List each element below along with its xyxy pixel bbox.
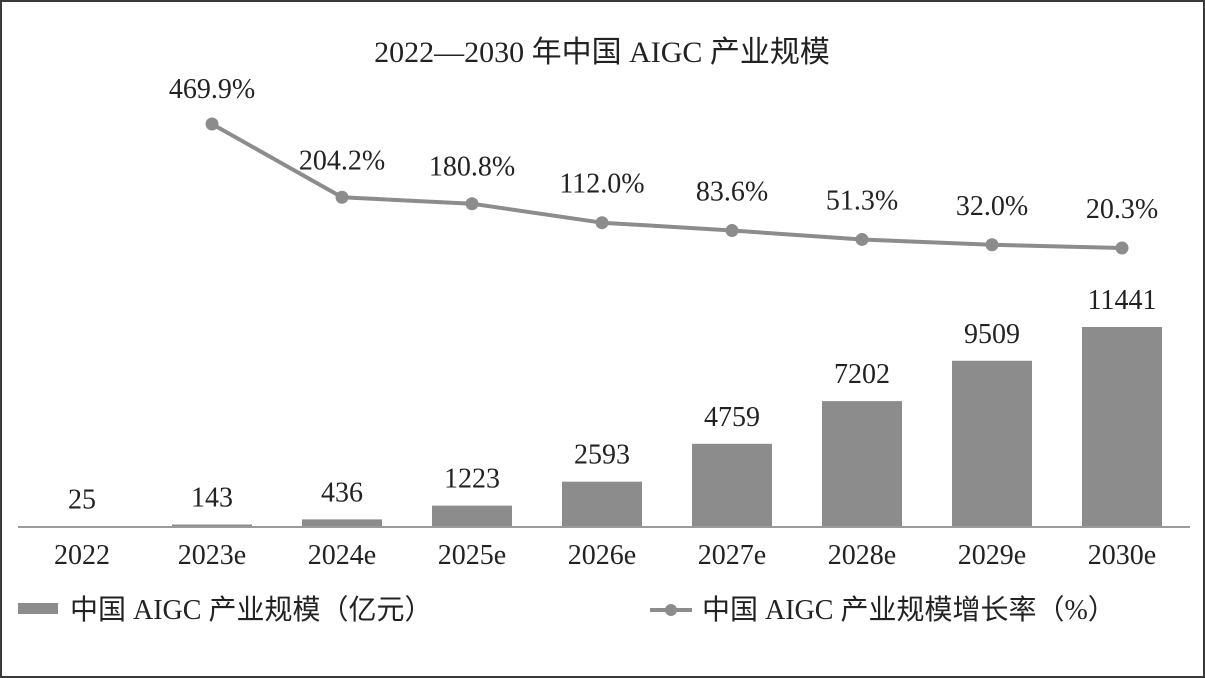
growth-line [212, 124, 1122, 248]
x-tick-label-2026e: 2026e [568, 540, 636, 571]
legend: 中国 AIGC 产业规模（亿元） 中国 AIGC 产业规模增长率（%） [18, 594, 1116, 626]
bar-value-label-2028e: 7202 [834, 359, 890, 390]
bar-value-label-2022: 25 [68, 484, 96, 515]
x-tick-label-2022: 2022 [54, 540, 110, 571]
bar-2026e [562, 482, 642, 527]
growth-value-label-2029e: 32.0% [956, 191, 1028, 222]
x-tick-label-2025e: 2025e [438, 540, 506, 571]
x-tick-label-2029e: 2029e [958, 540, 1026, 571]
growth-point-2023e [206, 118, 219, 131]
bar-value-label-2025e: 1223 [444, 464, 500, 495]
bar-2029e [952, 361, 1032, 527]
bar-value-label-2030e: 11441 [1088, 285, 1157, 316]
growth-value-label-2030e: 20.3% [1086, 194, 1158, 225]
bar-value-label-2026e: 2593 [574, 440, 630, 471]
growth-point-2028e [856, 233, 869, 246]
legend-bar-swatch [18, 603, 58, 614]
legend-line-marker [665, 604, 677, 616]
legend-bar-label: 中国 AIGC 产业规模（亿元） [70, 594, 432, 626]
bar-2025e [432, 506, 512, 527]
growth-point-2024e [336, 191, 349, 204]
growth-line-series [206, 118, 1129, 255]
x-tick-label-2024e: 2024e [308, 540, 376, 571]
chart-title: 2022—2030 年中国 AIGC 产业规模 [374, 36, 830, 69]
growth-point-2029e [986, 238, 999, 251]
growth-value-label-2023e: 469.9% [169, 74, 255, 105]
growth-point-2027e [726, 224, 739, 237]
x-tick-label-2030e: 2030e [1088, 540, 1156, 571]
x-tick-label-2027e: 2027e [698, 540, 766, 571]
x-axis-tick-labels: 2022 2023e 2024e 2025e 2026e 2027e 2028e 2029e 2… [54, 540, 1156, 571]
bar-value-label-2023e: 143 [191, 483, 233, 514]
bar-value-label-2024e: 436 [321, 477, 363, 508]
bar-2024e [302, 519, 382, 527]
legend-line-label: 中国 AIGC 产业规模增长率（%） [702, 594, 1116, 626]
x-tick-label-2023e: 2023e [178, 540, 246, 571]
bar-value-label-2029e: 9509 [964, 319, 1020, 350]
growth-value-label-2025e: 180.8% [429, 152, 515, 183]
growth-value-labels: 469.9% 204.2% 180.8% 112.0% 83.6% 51.3% 32.0% 2… [169, 74, 1158, 225]
bar-2028e [822, 401, 902, 527]
growth-point-2030e [1116, 242, 1129, 255]
growth-value-label-2026e: 112.0% [559, 169, 644, 200]
growth-value-label-2024e: 204.2% [299, 145, 385, 176]
growth-value-label-2028e: 51.3% [826, 185, 898, 216]
bar-value-label-2027e: 4759 [704, 402, 760, 433]
growth-point-2026e [596, 216, 609, 229]
growth-value-label-2027e: 83.6% [696, 177, 768, 208]
x-tick-label-2028e: 2028e [828, 540, 896, 571]
growth-point-2025e [466, 197, 479, 210]
bar-2030e [1082, 327, 1162, 527]
bar-2027e [692, 444, 772, 527]
